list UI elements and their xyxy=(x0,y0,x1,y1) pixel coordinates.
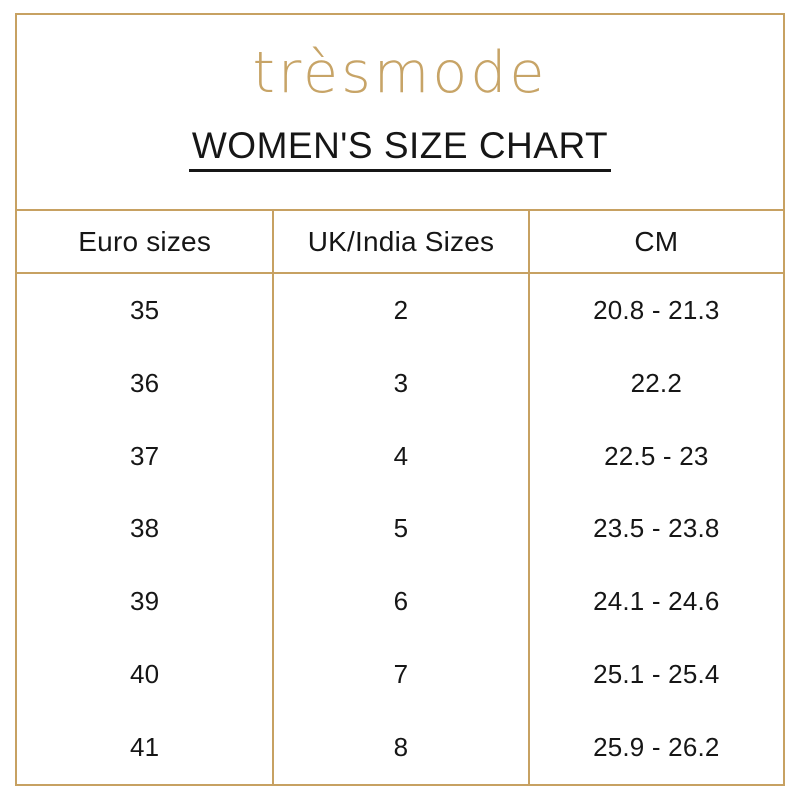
table-cell-cm: 20.8 - 21.3 xyxy=(527,274,783,347)
table-cell-uk-india: 6 xyxy=(272,565,527,639)
table-cell-euro: 38 xyxy=(130,513,160,544)
table-cell-uk-india: 5 xyxy=(272,492,527,566)
table-cell-uk-india: 7 xyxy=(272,638,527,712)
table-cell-cm: 22.2 xyxy=(527,346,783,420)
table-cell-uk-india: 3 xyxy=(272,346,527,420)
table-cell-cm: 25.1 - 25.4 xyxy=(527,638,783,712)
column-header-cm: CM xyxy=(527,211,783,274)
page-title-text: WOMEN'S SIZE CHART xyxy=(188,127,612,172)
table-cell-euro: 39 xyxy=(130,586,160,617)
table-cell-cm: 23.5 - 23.8 xyxy=(527,492,783,566)
table-cell-euro: 41 xyxy=(130,732,160,763)
size-chart-table: Euro sizes UK/India Sizes CM 35 2 20.8 -… xyxy=(17,209,783,784)
page-title: WOMEN'S SIZE CHART xyxy=(17,127,783,172)
table-cell-cm: 24.1 - 24.6 xyxy=(527,565,783,639)
table-cell-euro: 35 xyxy=(130,294,160,325)
column-header-uk-india-sizes: UK/India Sizes xyxy=(272,211,528,274)
table-cell-uk-india: 4 xyxy=(272,419,527,493)
brand-logo: trèsmode xyxy=(252,40,548,106)
table-cell-euro: 36 xyxy=(130,367,160,398)
column-header-euro-sizes: Euro sizes xyxy=(17,211,273,274)
table-cell-uk-india: 8 xyxy=(272,711,527,784)
gold-frame: trèsmode WOMEN'S SIZE CHART Euro sizes U… xyxy=(15,13,785,786)
table-cell-euro: 40 xyxy=(130,659,160,690)
table-cell-cm: 22.5 - 23 xyxy=(527,419,783,493)
table-cell-cm: 25.9 - 26.2 xyxy=(527,711,783,784)
table-cell-euro: 37 xyxy=(130,440,160,471)
table-cell-uk-india: 2 xyxy=(272,274,527,347)
